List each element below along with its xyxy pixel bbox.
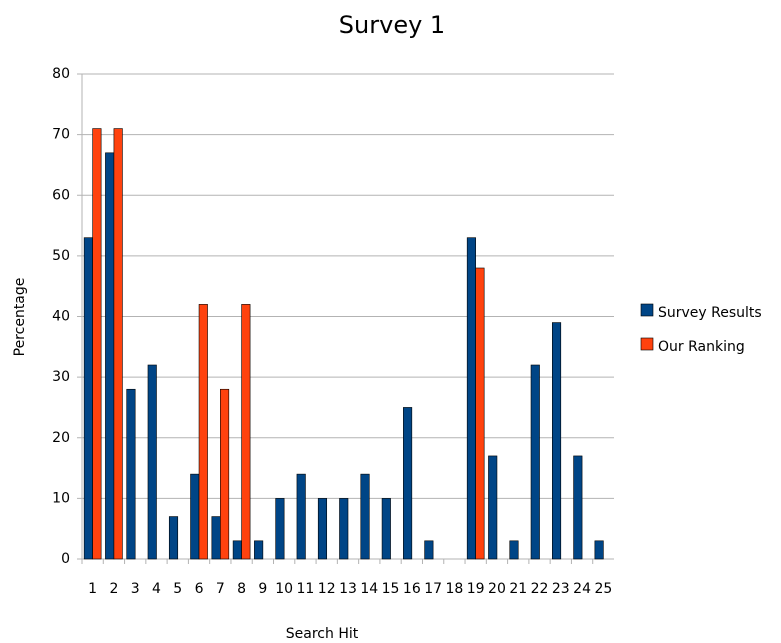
x-tick-label: 2 bbox=[109, 581, 118, 597]
y-tick-label: 60 bbox=[52, 187, 70, 203]
x-tick-label: 18 bbox=[445, 581, 463, 597]
bar bbox=[475, 267, 485, 560]
bar bbox=[126, 388, 136, 560]
legend-swatch bbox=[640, 337, 654, 351]
x-tick-label: 14 bbox=[360, 581, 378, 597]
y-tick-label: 30 bbox=[52, 369, 70, 385]
bar bbox=[360, 473, 370, 560]
x-tick-label: 1 bbox=[88, 581, 97, 597]
bar bbox=[594, 540, 604, 560]
bar bbox=[551, 322, 562, 560]
bar bbox=[573, 455, 583, 560]
bar bbox=[92, 128, 102, 560]
legend-label: Survey Results bbox=[658, 305, 762, 321]
x-tick-label: 21 bbox=[509, 581, 527, 597]
y-tick-label: 20 bbox=[52, 430, 70, 446]
x-tick-label: 15 bbox=[382, 581, 400, 597]
legend-swatch bbox=[640, 303, 654, 317]
bar bbox=[275, 498, 285, 560]
bar bbox=[168, 516, 179, 560]
x-axis-label: Search Hit bbox=[286, 626, 359, 642]
bar bbox=[198, 304, 208, 560]
x-tick-label: 6 bbox=[195, 581, 204, 597]
x-tick-label: 10 bbox=[275, 581, 293, 597]
y-tick-label: 10 bbox=[52, 490, 70, 506]
x-tick-label: 11 bbox=[297, 581, 315, 597]
x-tick-label: 5 bbox=[173, 581, 182, 597]
x-tick-label: 4 bbox=[152, 581, 161, 597]
x-tick-label: 24 bbox=[573, 581, 591, 597]
x-tick-label: 9 bbox=[258, 581, 267, 597]
y-tick-label: 0 bbox=[61, 551, 70, 567]
bar bbox=[296, 473, 306, 560]
bar bbox=[317, 498, 328, 560]
chart-title: Survey 1 bbox=[339, 11, 445, 39]
x-tick-label: 12 bbox=[318, 581, 336, 597]
x-tick-label: 13 bbox=[339, 581, 357, 597]
bar bbox=[381, 498, 391, 560]
legend-label: Our Ranking bbox=[658, 339, 745, 355]
bar bbox=[509, 540, 519, 560]
x-tick-label: 7 bbox=[216, 581, 225, 597]
bar bbox=[403, 407, 413, 560]
bar bbox=[254, 540, 264, 560]
y-axis-label: Percentage bbox=[12, 278, 28, 357]
bar bbox=[105, 152, 115, 560]
x-tick-label: 16 bbox=[403, 581, 421, 597]
bar bbox=[211, 516, 221, 560]
bar bbox=[466, 237, 476, 560]
y-tick-label: 50 bbox=[52, 248, 70, 264]
bar bbox=[83, 237, 93, 560]
bar bbox=[241, 304, 251, 560]
x-tick-label: 3 bbox=[131, 581, 140, 597]
y-tick-label: 40 bbox=[52, 309, 70, 325]
y-tick-label: 80 bbox=[52, 66, 70, 82]
bar bbox=[147, 364, 157, 560]
bar bbox=[113, 128, 123, 560]
x-tick-label: 17 bbox=[424, 581, 442, 597]
bar bbox=[424, 540, 434, 560]
bar bbox=[488, 455, 498, 560]
x-tick-label: 25 bbox=[594, 581, 612, 597]
bar bbox=[220, 388, 230, 560]
x-tick-label: 8 bbox=[237, 581, 246, 597]
bar bbox=[232, 540, 242, 560]
x-tick-label: 23 bbox=[552, 581, 570, 597]
bar bbox=[339, 498, 349, 560]
x-tick-label: 20 bbox=[488, 581, 506, 597]
x-tick-label: 19 bbox=[467, 581, 485, 597]
x-tick-label: 22 bbox=[531, 581, 549, 597]
bar bbox=[190, 473, 200, 560]
bar bbox=[530, 364, 540, 560]
y-tick-label: 70 bbox=[52, 127, 70, 143]
